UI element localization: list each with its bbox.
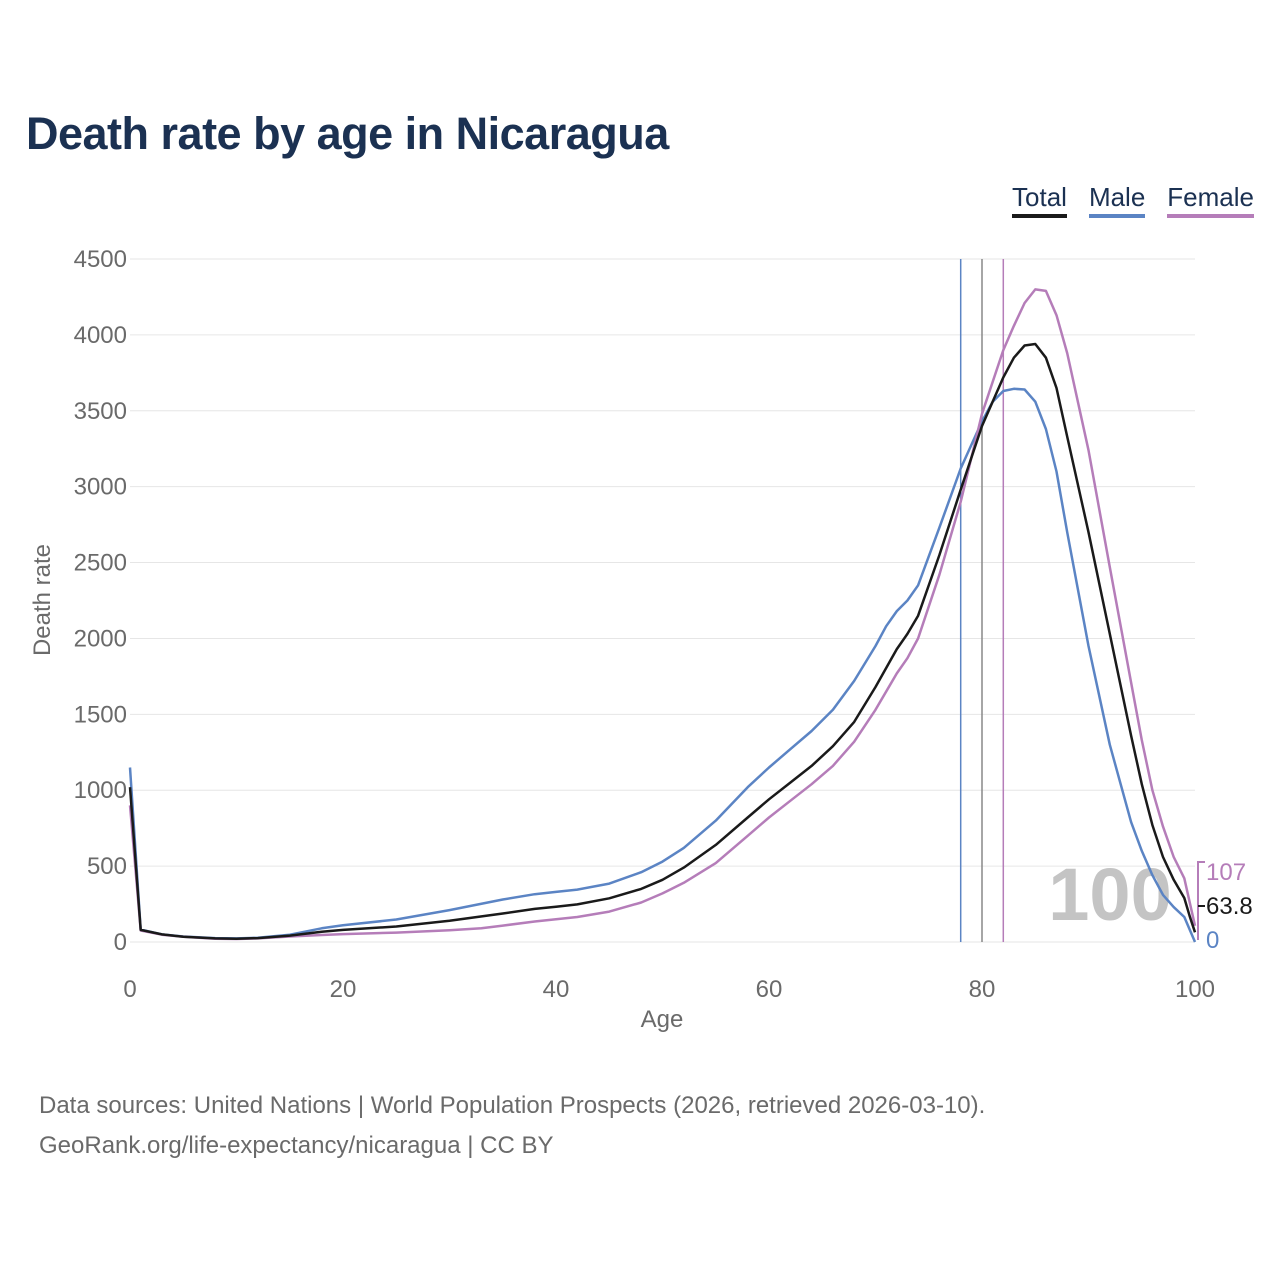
end-label-male: 0	[1206, 927, 1219, 954]
y-tick-4000: 4000	[74, 322, 127, 349]
x-tick-100: 100	[1175, 976, 1215, 1003]
legend-item-female[interactable]: Female	[1167, 182, 1254, 218]
legend: Total Male Female	[1012, 182, 1254, 218]
grid	[130, 258, 1195, 943]
legend-item-male[interactable]: Male	[1088, 182, 1146, 218]
y-tick-1000: 1000	[74, 777, 127, 804]
vertical-markers	[959, 259, 1005, 942]
y-axis-label: Death rate	[29, 544, 56, 656]
x-tick-60: 60	[756, 976, 783, 1003]
y-tick-2500: 2500	[74, 550, 127, 577]
source-note: Data sources: United Nations | World Pop…	[39, 1086, 985, 1166]
y-tick-1500: 1500	[74, 701, 127, 728]
series-line-female	[128, 288, 1197, 941]
end-label-female: 107	[1206, 859, 1246, 886]
y-tick-0: 0	[114, 929, 127, 956]
series-line-total	[128, 342, 1197, 940]
series-line-male	[128, 387, 1197, 943]
x-tick-40: 40	[543, 976, 570, 1003]
source-line-1: Data sources: United Nations | World Pop…	[39, 1092, 986, 1119]
end-label-total: 63.8	[1206, 893, 1253, 920]
x-tick-labels: 0 20 40 60 80 100	[123, 976, 1215, 1003]
y-tick-4500: 4500	[74, 246, 127, 273]
x-axis-label: Age	[641, 1006, 684, 1033]
chart-title: Death rate by age in Nicaragua	[26, 108, 669, 159]
source-line-2: GeoRank.org/life-expectancy/nicaragua | …	[39, 1132, 554, 1159]
y-tick-3000: 3000	[74, 474, 127, 501]
x-tick-80: 80	[969, 976, 996, 1003]
x-tick-20: 20	[330, 976, 357, 1003]
series-lines	[128, 288, 1197, 943]
end-labels: 107 63.8 0	[1197, 859, 1253, 954]
y-tick-500: 500	[87, 853, 127, 880]
y-tick-labels: 0 500 1000 1500 2000 2500 3000 3500 4000 4500	[74, 246, 127, 956]
y-tick-2000: 2000	[74, 625, 127, 652]
age-watermark: 100	[1048, 853, 1171, 936]
x-tick-0: 0	[123, 976, 136, 1003]
y-tick-3500: 3500	[74, 398, 127, 425]
end-bracket	[1197, 861, 1205, 940]
legend-item-total[interactable]: Total	[1012, 182, 1067, 218]
